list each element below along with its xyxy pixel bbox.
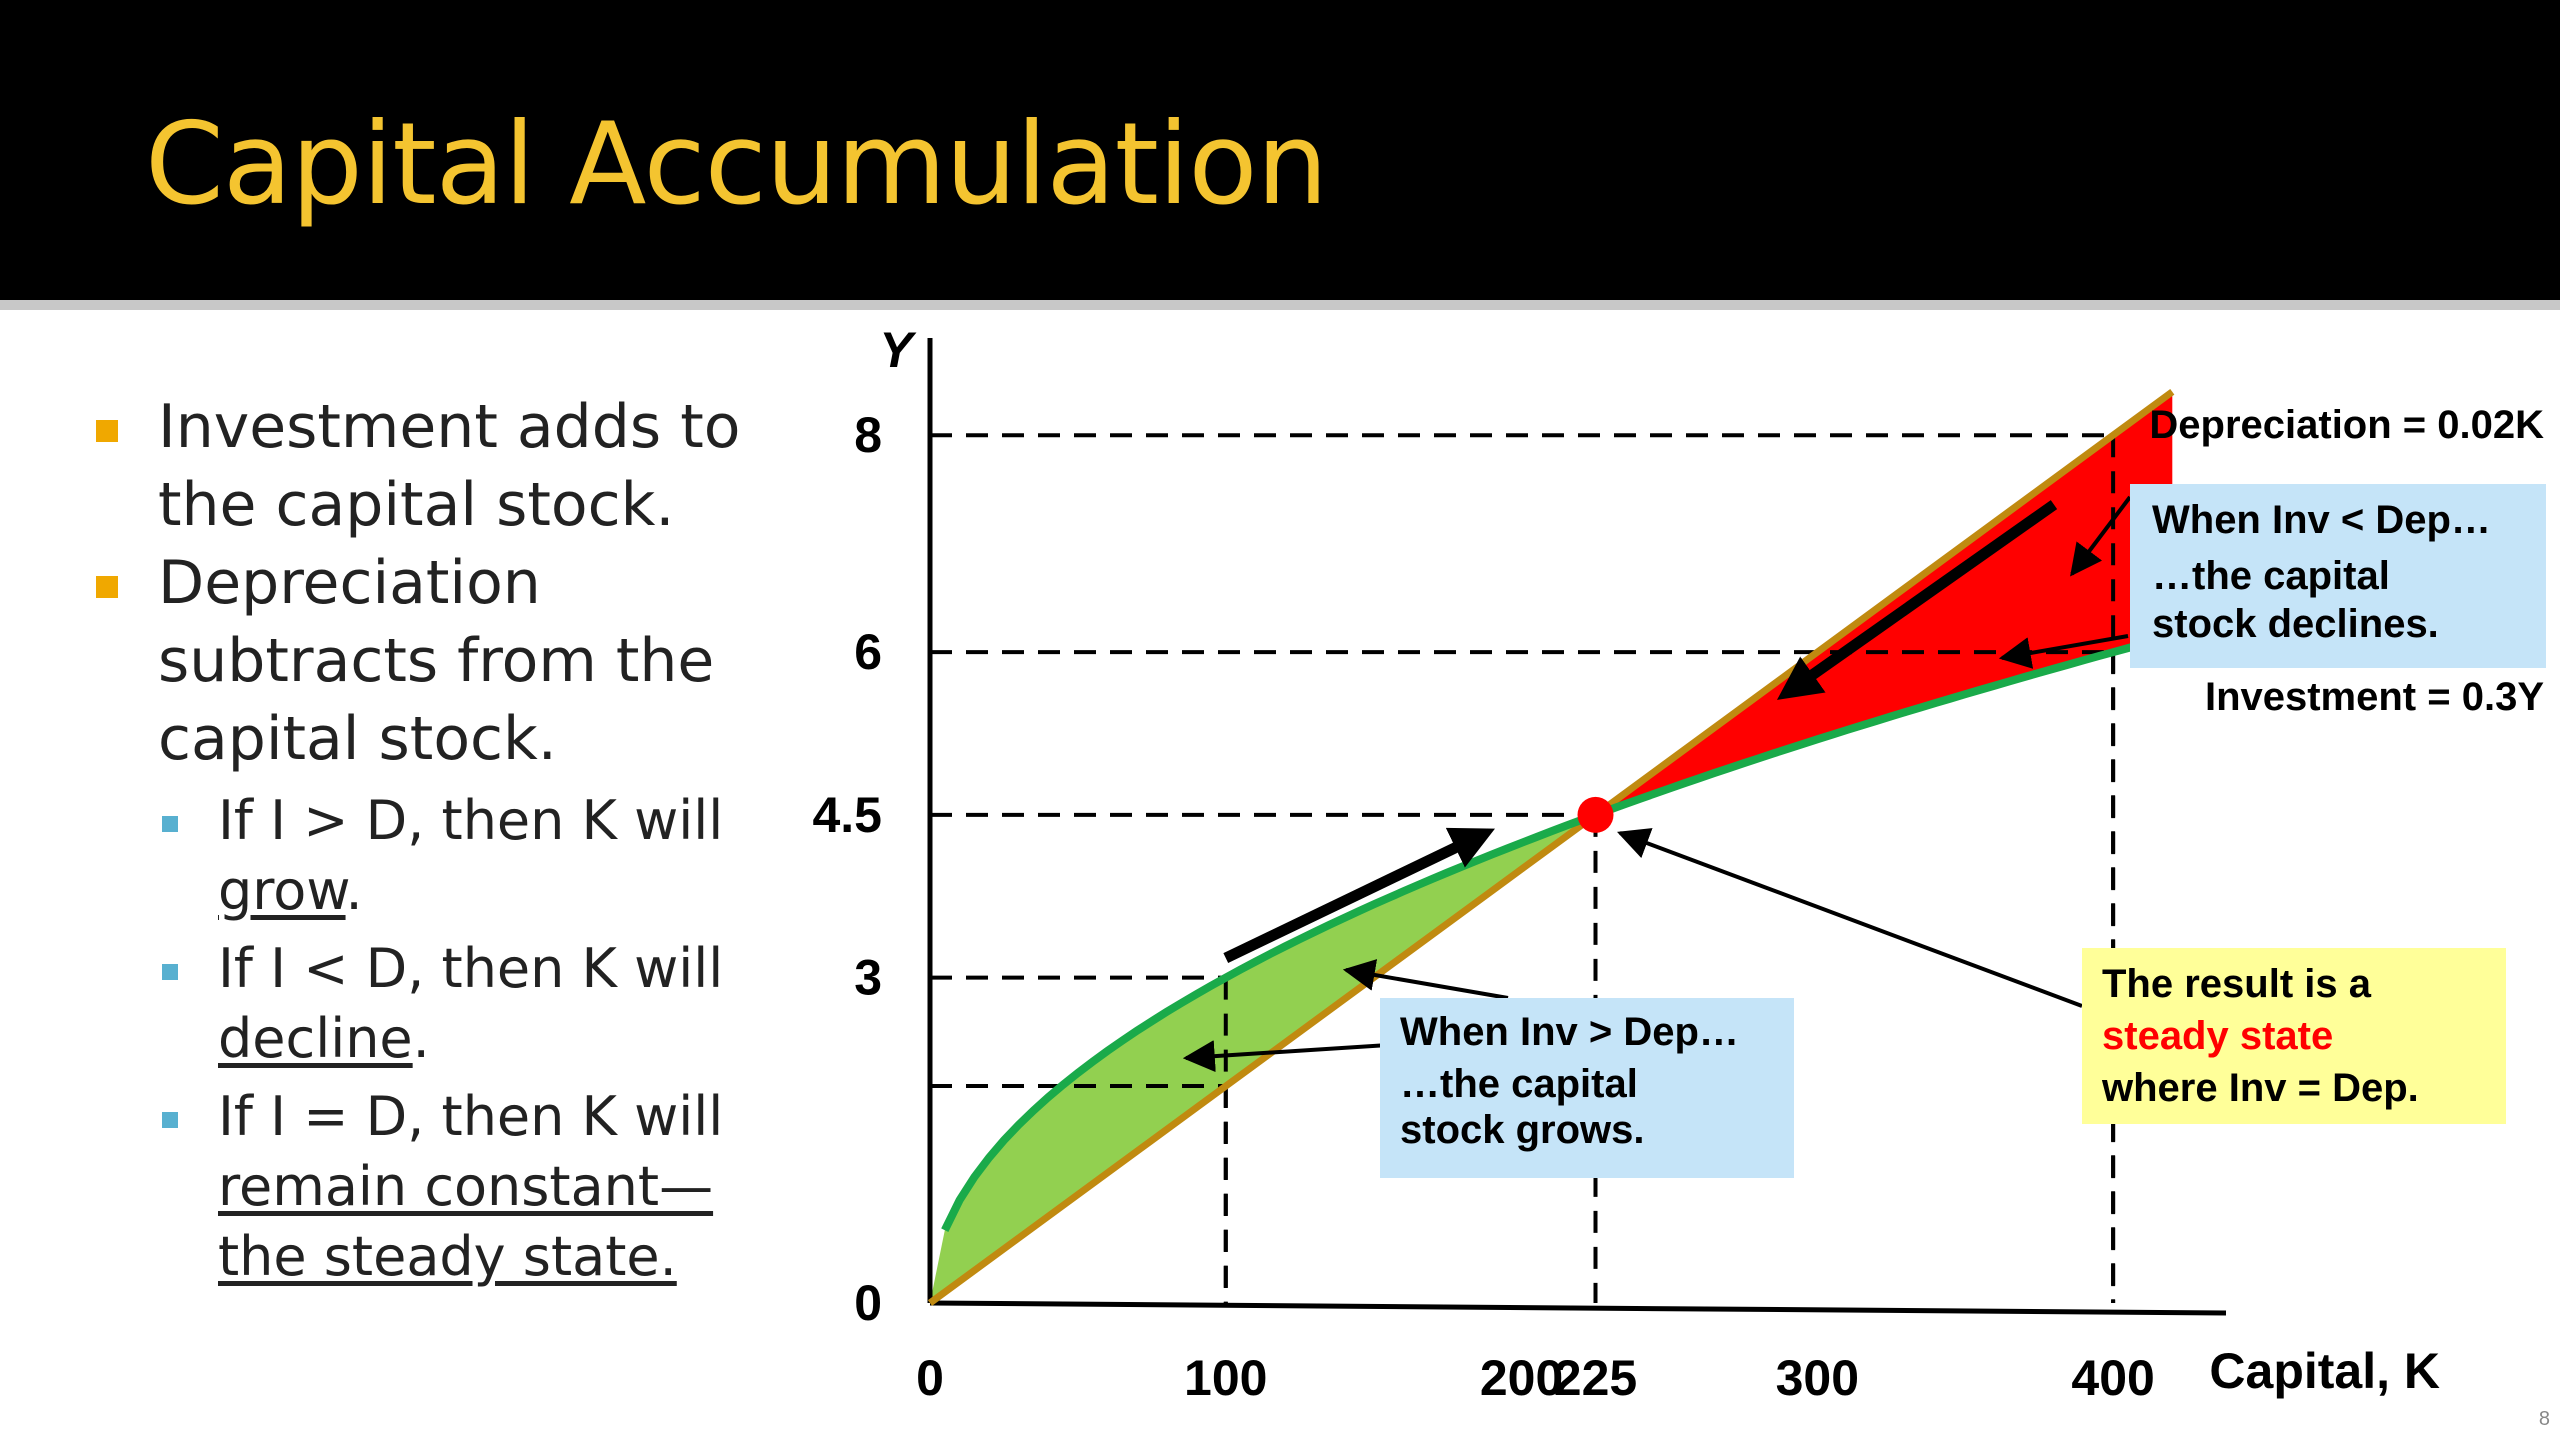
x-tick-label: 100 [1184,1350,1267,1406]
y-tick-label: 0 [854,1275,882,1331]
chart-axes [927,338,2227,1316]
sub-bullet-marker [162,964,178,980]
bullet-marker [96,420,118,442]
callout-pointer [1998,634,2129,669]
slide-title: Capital Accumulation [145,98,1328,230]
title-bar [0,0,2560,300]
sub-bullet-text: If I < D, then K will [218,937,724,1000]
sub-bullet-decline: If I < D, then K will decline. [90,934,770,1074]
annotation-line: …the capital [2152,554,2390,598]
callout-pointer [1182,1040,1405,1073]
x-tick-label: 400 [2071,1350,2154,1406]
sub-bullet-underlined: remain constant—the steady state. [218,1155,714,1288]
chart-guides [930,433,2116,1303]
annotation-line: The result is a [2102,962,2371,1006]
callout-pointer [1617,828,2083,1008]
bullet-depreciation: Depreciation subtracts from the capital … [90,544,770,778]
sub-bullet-post: . [345,859,363,922]
decline-arrow [1776,500,2058,700]
title-divider [0,300,2560,310]
sub-bullet-marker [162,1112,178,1128]
sub-bullet-text: If I = D, then K will [218,1085,724,1148]
bullet-marker [96,576,118,598]
sub-bullet-post: . [412,1007,430,1070]
chart-labels: Y Capital, K Depreciation = 0.02K Investmen… [879,322,2544,1399]
y-tick-label: 6 [854,624,882,680]
bullet-text: Investment adds to the capital stock. [158,392,741,540]
growth-arrow [1223,827,1496,964]
annotation-line: …the capital [1400,1062,1638,1106]
bullet-list: Investment adds to the capital stock. De… [90,388,770,1292]
x-tick-label: 200 [1480,1350,1563,1406]
annotation-highlight: steady state [2102,1014,2334,1058]
sub-bullet-text: If I > D, then K will [218,789,724,852]
callout-pointer [1342,959,1509,1000]
annotation-declines: When Inv < Dep… …the capital stock decli… [2130,484,2546,668]
sub-bullet-marker [162,816,178,832]
chart-arrows [1182,495,2132,1073]
x-axis-label: Capital, K [2209,1343,2440,1399]
x-axis [929,1300,2227,1316]
y-tick-label: 4.5 [812,787,882,843]
y-axis-label: Y [879,322,917,378]
annotation-line: where Inv = Dep. [2102,1066,2419,1110]
slide-number: 8 [2538,1408,2550,1430]
annotation-line: stock grows. [1400,1108,1645,1152]
bullet-text: Depreciation subtracts from the capital … [158,548,715,774]
annotation-line: When Inv < Dep… [2152,498,2491,542]
sub-bullet-steady: If I = D, then K will remain constant—th… [90,1082,770,1292]
y-tick-label: 8 [854,407,882,463]
sub-bullet-underlined: grow [218,859,346,922]
annotation-grows: When Inv > Dep… …the capital stock grows… [1380,998,1794,1178]
callout-pointer [2070,495,2132,577]
depreciation-label: Depreciation = 0.02K [2149,403,2544,447]
sub-bullet-grow: If I > D, then K will grow. [90,786,770,926]
steady-state-point [1577,796,1614,833]
annotation-line: stock declines. [2152,602,2439,646]
x-tick-label: 300 [1776,1350,1859,1406]
x-tick-label: 225 [1554,1350,1637,1406]
sub-bullet-underlined: decline [218,1007,413,1070]
bullet-investment: Investment adds to the capital stock. [90,388,770,544]
annotation-steady-state: The result is a steady state where Inv =… [2082,948,2506,1124]
investment-label: Investment = 0.3Y [2205,675,2544,719]
x-tick-label: 0 [916,1350,944,1406]
y-tick-label: 3 [854,950,882,1006]
annotation-line: When Inv > Dep… [1400,1010,1739,1054]
